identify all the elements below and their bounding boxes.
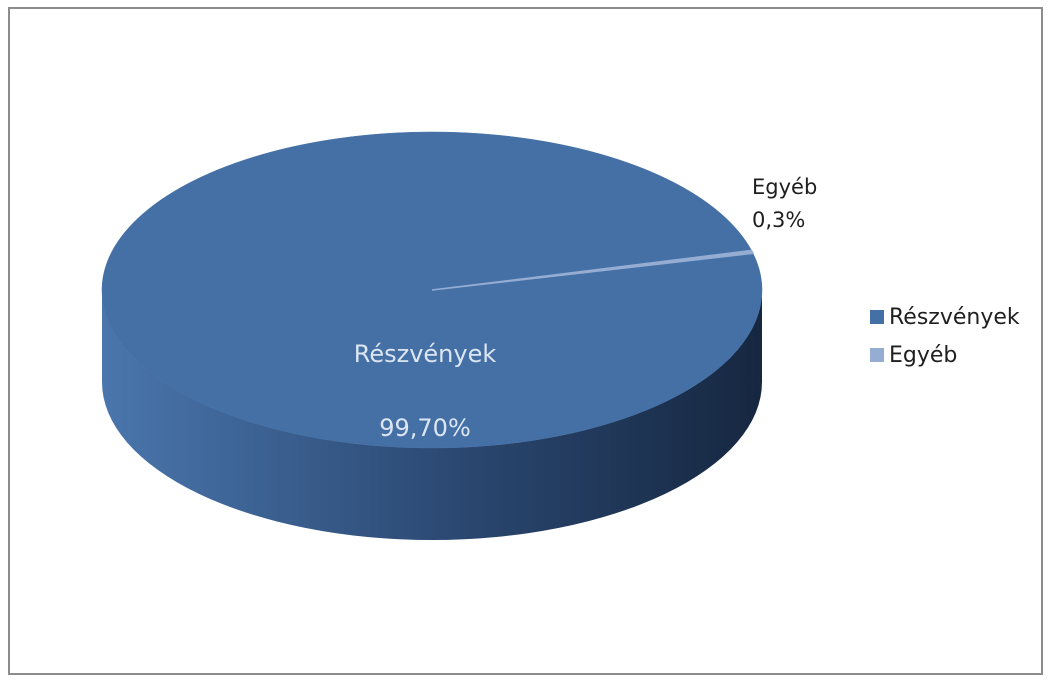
- legend-label-reszvenyek: Részvények: [889, 304, 1020, 330]
- legend-label-egyeb: Egyéb: [889, 342, 958, 368]
- pie-slice-egyeb: [431, 249, 755, 291]
- data-label-reszvenyek-name: Részvények: [354, 340, 497, 368]
- legend-swatch-egyeb: [870, 348, 884, 362]
- legend-item-reszvenyek: Részvények: [870, 302, 1050, 332]
- legend-item-egyeb: Egyéb: [870, 340, 1050, 370]
- data-label-egyeb-value: 0,3%: [752, 208, 805, 232]
- data-label-egyeb-name: Egyéb: [752, 175, 817, 199]
- legend: Részvények Egyéb: [870, 302, 1050, 378]
- pie-slice-reszvenyek: [101, 131, 763, 449]
- legend-swatch-reszvenyek: [870, 310, 884, 324]
- pie-side-wall: [102, 290, 762, 540]
- data-label-reszvenyek-value: 99,70%: [379, 414, 471, 442]
